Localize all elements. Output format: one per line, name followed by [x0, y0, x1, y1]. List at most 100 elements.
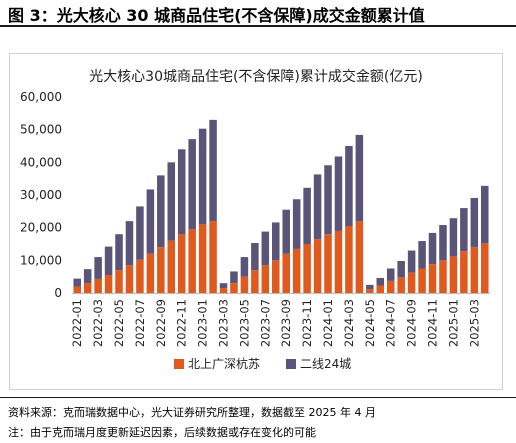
bar-segment-series-2 [272, 222, 280, 261]
bar-segment-series-2 [355, 134, 364, 222]
bar-segment-series-1 [209, 221, 217, 293]
bar-segment-series-2 [324, 165, 332, 235]
x-tick-label: 2023-03 [217, 299, 231, 347]
x-tick-label: 2024-09 [405, 299, 419, 347]
bar-segment-series-2 [94, 257, 102, 279]
bottom-rule [0, 397, 516, 398]
x-tick-label: 2022-03 [91, 299, 105, 347]
chart-container: 光大核心30城商品住宅(不含保障)累计成交金额(亿元) 0 10,000 20,00… [9, 53, 503, 390]
bar-segment-series-2 [240, 257, 249, 277]
top-rule [0, 25, 516, 27]
bar-segment-series-2 [209, 119, 217, 222]
footnote: 注：由于克而瑞月度更新延迟因素，后续数据或存在变化的可能 [8, 426, 316, 439]
bar-segment-series-1 [460, 251, 468, 293]
x-tick-label: 2024-07 [384, 299, 398, 347]
bar-segment-series-1 [470, 247, 479, 293]
bar-segment-series-1 [188, 229, 196, 293]
bar-segment-series-2 [439, 225, 447, 261]
y-tick-label: 40,000 [20, 155, 62, 169]
bar-segment-series-1 [282, 253, 290, 293]
x-tick-label: 2023-01 [196, 299, 210, 347]
bar-segment-series-2 [366, 284, 374, 290]
bar-segment-series-1 [292, 248, 301, 293]
bar-segment-series-1 [104, 275, 113, 293]
x-tick-label: 2024-01 [321, 299, 335, 347]
bar-segment-series-1 [115, 270, 123, 293]
bar-segment-series-1 [407, 272, 416, 293]
bar-segment-series-2 [449, 218, 458, 257]
legend-label: 二线24城 [300, 357, 351, 371]
bar-segment-series-2 [146, 189, 155, 254]
bar-segment-series-2 [418, 241, 426, 269]
bar-segment-series-1 [324, 234, 332, 293]
bar-segment-series-1 [219, 288, 228, 293]
y-tick-label: 20,000 [20, 221, 62, 235]
bar-segment-series-1 [240, 276, 249, 293]
bar-segment-series-2 [115, 234, 123, 271]
bars-group [73, 119, 489, 293]
bar-segment-series-2 [167, 162, 176, 241]
bar-segment-series-2 [292, 199, 301, 249]
bar-segment-series-1 [157, 247, 165, 293]
bar-segment-series-1 [94, 278, 102, 293]
chart-title: 光大核心30城商品住宅(不含保障)累计成交金额(亿元) [89, 68, 423, 85]
legend: 北上广深杭苏 二线24城 [174, 356, 351, 371]
bar-segment-series-1 [83, 283, 92, 293]
bar-segment-series-1 [428, 264, 437, 293]
bar-segment-series-2 [313, 174, 322, 240]
bar-segment-series-2 [157, 175, 165, 248]
bar-segment-series-2 [345, 146, 353, 227]
x-tick-label: 2024-11 [426, 299, 440, 347]
bar-segment-series-1 [366, 289, 374, 293]
bar-segment-series-2 [376, 277, 385, 286]
bar-segment-series-1 [261, 265, 270, 293]
bar-segment-series-1 [386, 280, 395, 293]
y-tick-label: 0 [54, 286, 62, 300]
bar-segment-series-1 [481, 243, 489, 293]
legend-label: 北上广深杭苏 [188, 356, 260, 371]
bar-segment-series-1 [439, 260, 447, 293]
bar-segment-series-2 [303, 187, 311, 244]
bar-segment-series-1 [397, 277, 405, 293]
bar-segment-series-2 [83, 269, 92, 284]
x-tick-label: 2023-11 [300, 299, 314, 347]
source-note: 资料来源：克而瑞数据中心，光大证券研究所整理，数据截至 2025 年 4 月 [8, 406, 376, 419]
bar-segment-series-1 [449, 256, 458, 293]
x-tick-label: 2022-05 [112, 299, 126, 347]
bar-segment-series-2 [481, 185, 489, 244]
bar-segment-series-2 [407, 250, 416, 273]
y-tick-label: 50,000 [20, 123, 62, 137]
bar-segment-series-2 [334, 156, 343, 231]
bar-segment-series-1 [230, 283, 238, 293]
bar-segment-series-1 [303, 244, 311, 293]
bar-segment-series-1 [177, 234, 186, 293]
bar-segment-series-2 [261, 231, 270, 266]
bar-segment-series-2 [282, 209, 290, 254]
x-tick-label: 2025-03 [467, 299, 481, 347]
x-tick-label: 2022-01 [70, 299, 84, 347]
bar-segment-series-1 [125, 265, 134, 293]
bar-segment-series-1 [146, 253, 155, 293]
x-tick-label: 2023-07 [258, 299, 272, 347]
y-tick-label: 10,000 [20, 253, 62, 267]
bar-segment-series-2 [251, 243, 259, 271]
bar-segment-series-2 [470, 197, 479, 248]
bar-segment-series-1 [345, 226, 353, 293]
x-tick-label: 2022-11 [175, 299, 189, 347]
bar-segment-series-1 [272, 260, 280, 293]
bar-segment-series-1 [313, 239, 322, 293]
bar-segment-series-2 [188, 139, 196, 230]
y-tick-label: 30,000 [20, 188, 62, 202]
bar-segment-series-1 [251, 270, 259, 293]
bar-segment-series-2 [104, 246, 113, 276]
bar-segment-series-2 [397, 260, 405, 278]
bar-segment-series-1 [334, 230, 343, 293]
figure-title: 图 3：光大核心 30 城商品住宅(不含保障)成交金额累计值 [8, 6, 425, 25]
stacked-bar-chart: 光大核心30城商品住宅(不含保障)累计成交金额(亿元) 0 10,000 20,00… [20, 68, 490, 371]
bar-segment-series-2 [386, 268, 395, 281]
y-axis: 0 10,000 20,000 30,000 40,000 50,000 60,000 [20, 90, 62, 300]
bar-segment-series-2 [198, 128, 207, 225]
bar-segment-series-1 [136, 259, 144, 293]
x-axis: 2022-01 2022-03 2022-05 2022-07 2022-09 2022-… [70, 293, 490, 347]
y-tick-label: 60,000 [20, 90, 62, 104]
